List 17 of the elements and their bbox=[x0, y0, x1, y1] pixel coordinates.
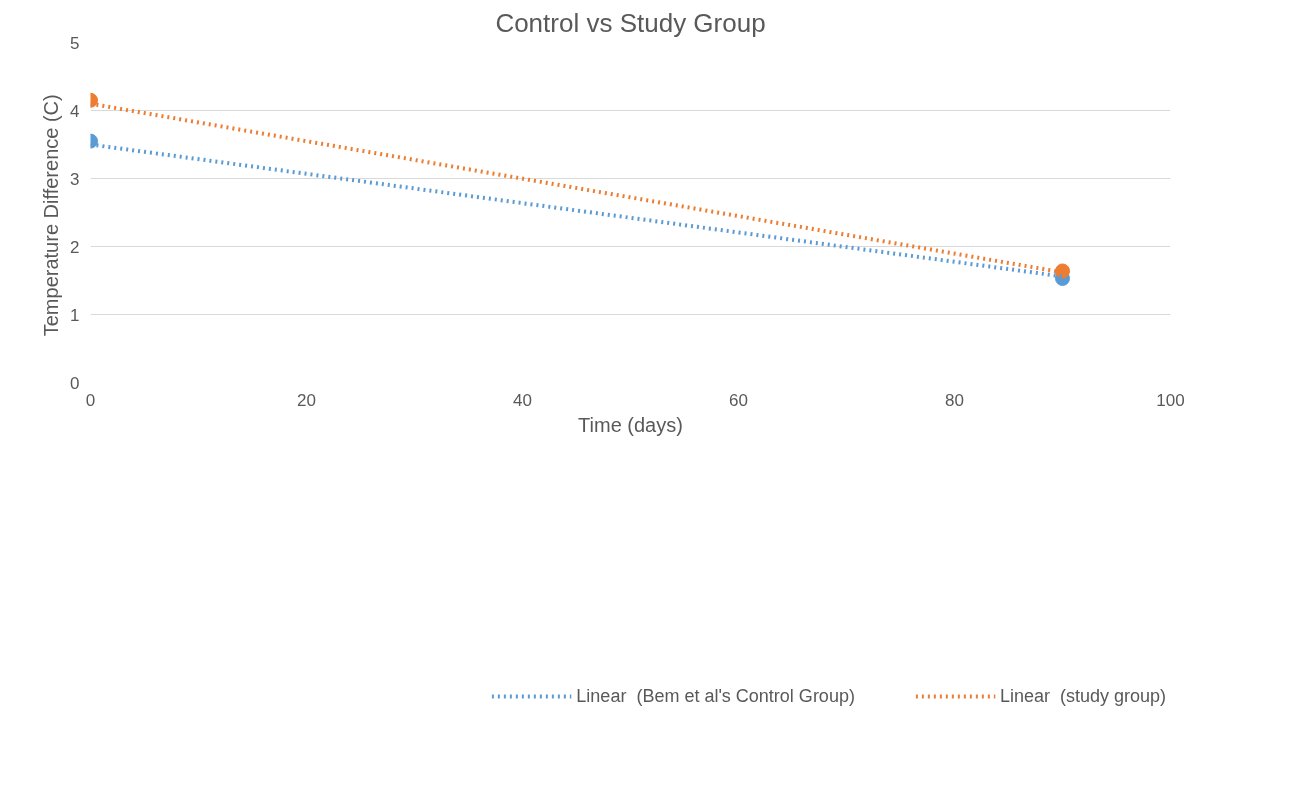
x-tick-label: 20 bbox=[297, 390, 316, 410]
x-tick-label: 0 bbox=[85, 390, 96, 410]
y-tick-label: 5 bbox=[70, 33, 80, 53]
x-tick-label: 80 bbox=[945, 390, 964, 410]
x-tick-label: 40 bbox=[513, 390, 532, 410]
x-tick-label: 100 bbox=[1156, 390, 1185, 410]
chart-title: Control vs Study Group bbox=[495, 7, 766, 38]
y-tick-label: 4 bbox=[70, 101, 80, 121]
y-tick-label: 1 bbox=[70, 305, 80, 325]
y-tick-label: 2 bbox=[70, 237, 80, 257]
y-tick-label: 0 bbox=[70, 373, 80, 393]
legend-label: Linear (study group) bbox=[999, 685, 1166, 707]
y-tick-label: 3 bbox=[70, 169, 80, 189]
x-tick-label: 60 bbox=[729, 390, 748, 410]
y-axis-title: Temperature Difference (C) bbox=[40, 94, 63, 337]
legend-label: Linear (Bem et al's Control Group) bbox=[576, 685, 855, 707]
x-axis-title: Time (days) bbox=[578, 413, 683, 436]
